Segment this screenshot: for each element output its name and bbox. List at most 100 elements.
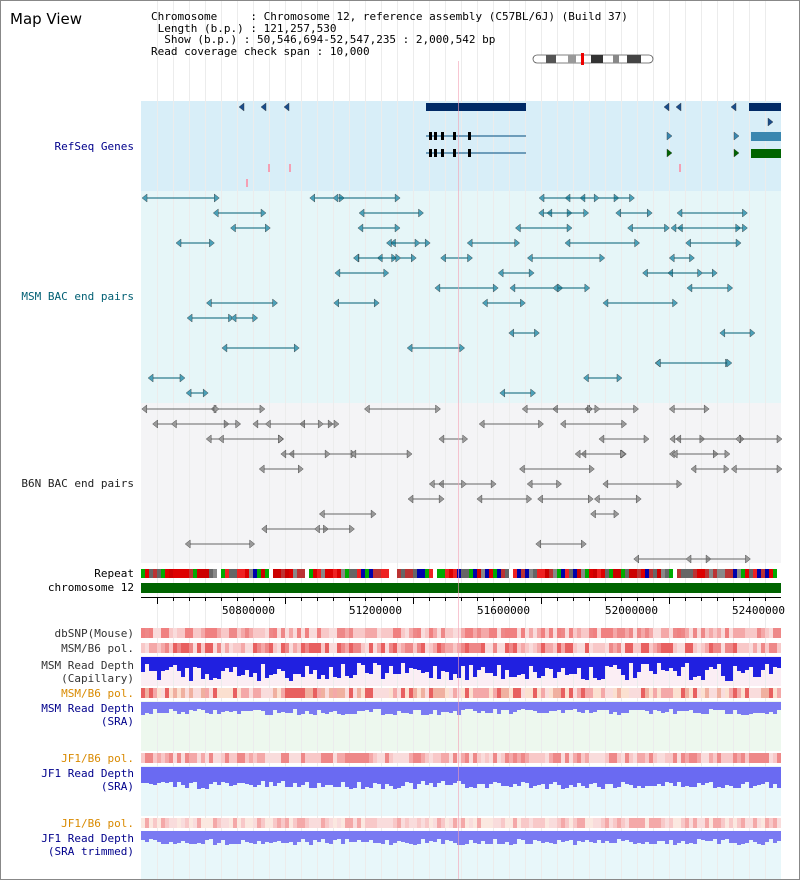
gene-block[interactable]: [426, 103, 526, 111]
end-marker[interactable]: [147, 373, 154, 383]
end-marker[interactable]: [374, 298, 380, 308]
end-marker[interactable]: [749, 328, 756, 338]
end-marker[interactable]: [357, 223, 364, 233]
end-marker[interactable]: [593, 494, 600, 504]
end-marker[interactable]: [690, 464, 697, 474]
end-marker[interactable]: [742, 208, 748, 218]
end-marker[interactable]: [298, 464, 304, 474]
end-marker[interactable]: [672, 298, 678, 308]
end-marker[interactable]: [633, 554, 639, 564]
end-marker[interactable]: [599, 253, 606, 263]
end-marker[interactable]: [407, 494, 414, 504]
end-marker[interactable]: [776, 464, 783, 474]
end-marker[interactable]: [745, 554, 751, 564]
end-marker[interactable]: [776, 434, 783, 444]
end-marker[interactable]: [218, 434, 224, 444]
end-marker[interactable]: [583, 373, 589, 383]
end-marker[interactable]: [666, 148, 673, 158]
end-marker[interactable]: [643, 434, 650, 444]
end-marker[interactable]: [230, 313, 237, 323]
end-marker[interactable]: [179, 373, 186, 383]
end-marker[interactable]: [668, 404, 675, 414]
end-marker[interactable]: [209, 238, 215, 248]
end-marker[interactable]: [309, 193, 315, 203]
exon[interactable]: [468, 149, 471, 157]
end-marker[interactable]: [490, 479, 497, 489]
end-marker[interactable]: [598, 434, 605, 444]
end-marker[interactable]: [730, 102, 737, 112]
exon[interactable]: [441, 132, 444, 140]
exon[interactable]: [434, 132, 437, 140]
end-marker[interactable]: [394, 193, 401, 203]
end-marker[interactable]: [675, 102, 682, 112]
end-marker[interactable]: [581, 539, 587, 549]
marker[interactable]: [268, 164, 270, 172]
end-marker[interactable]: [260, 208, 267, 218]
end-marker[interactable]: [406, 343, 413, 353]
end-marker[interactable]: [370, 509, 377, 519]
end-marker[interactable]: [280, 449, 287, 459]
gene-block[interactable]: [751, 149, 781, 158]
jf1-read-sra-track[interactable]: [141, 767, 781, 801]
end-marker[interactable]: [434, 283, 441, 293]
end-marker[interactable]: [669, 434, 676, 444]
end-marker[interactable]: [666, 131, 673, 141]
end-marker[interactable]: [499, 388, 505, 398]
end-marker[interactable]: [602, 479, 609, 489]
end-marker[interactable]: [428, 479, 435, 489]
end-marker[interactable]: [278, 434, 284, 444]
end-marker[interactable]: [349, 524, 355, 534]
jf1-b6-pol-track[interactable]: [141, 753, 781, 763]
end-marker[interactable]: [394, 223, 401, 233]
end-marker[interactable]: [735, 238, 742, 248]
end-marker[interactable]: [526, 494, 533, 504]
msm-read-cap-track[interactable]: [141, 657, 781, 685]
end-marker[interactable]: [613, 509, 620, 519]
end-marker[interactable]: [265, 223, 271, 233]
end-marker[interactable]: [462, 434, 469, 444]
end-marker[interactable]: [663, 102, 670, 112]
end-marker[interactable]: [530, 388, 536, 398]
end-marker[interactable]: [482, 298, 488, 308]
end-marker[interactable]: [697, 268, 703, 278]
end-marker[interactable]: [435, 404, 441, 414]
end-marker[interactable]: [386, 238, 392, 248]
end-marker[interactable]: [703, 404, 710, 414]
end-marker[interactable]: [252, 313, 259, 323]
end-marker[interactable]: [574, 449, 581, 459]
end-marker[interactable]: [202, 388, 209, 398]
end-marker[interactable]: [259, 404, 266, 414]
end-marker[interactable]: [212, 208, 219, 218]
end-marker[interactable]: [476, 494, 483, 504]
msm-read-sra-track[interactable]: [141, 702, 781, 724]
end-marker[interactable]: [411, 253, 417, 263]
end-marker[interactable]: [221, 343, 228, 353]
end-marker[interactable]: [206, 298, 212, 308]
end-marker[interactable]: [727, 283, 734, 293]
end-marker[interactable]: [324, 449, 331, 459]
end-marker[interactable]: [334, 268, 341, 278]
end-marker[interactable]: [685, 238, 691, 248]
end-marker[interactable]: [733, 148, 740, 158]
end-marker[interactable]: [364, 404, 370, 414]
end-marker[interactable]: [353, 253, 359, 263]
end-marker[interactable]: [723, 464, 730, 474]
end-marker[interactable]: [670, 223, 677, 233]
end-marker[interactable]: [261, 524, 267, 534]
end-marker[interactable]: [594, 404, 601, 414]
end-marker[interactable]: [590, 509, 596, 519]
end-marker[interactable]: [350, 449, 357, 459]
end-marker[interactable]: [616, 373, 623, 383]
end-marker[interactable]: [537, 494, 543, 504]
end-marker[interactable]: [602, 298, 609, 308]
end-marker[interactable]: [712, 268, 718, 278]
end-marker[interactable]: [584, 283, 591, 293]
end-marker[interactable]: [538, 193, 545, 203]
end-marker[interactable]: [358, 208, 365, 218]
exon[interactable]: [429, 149, 432, 157]
end-marker[interactable]: [535, 539, 541, 549]
end-marker[interactable]: [642, 268, 648, 278]
end-marker[interactable]: [676, 208, 683, 218]
end-marker[interactable]: [265, 419, 271, 429]
